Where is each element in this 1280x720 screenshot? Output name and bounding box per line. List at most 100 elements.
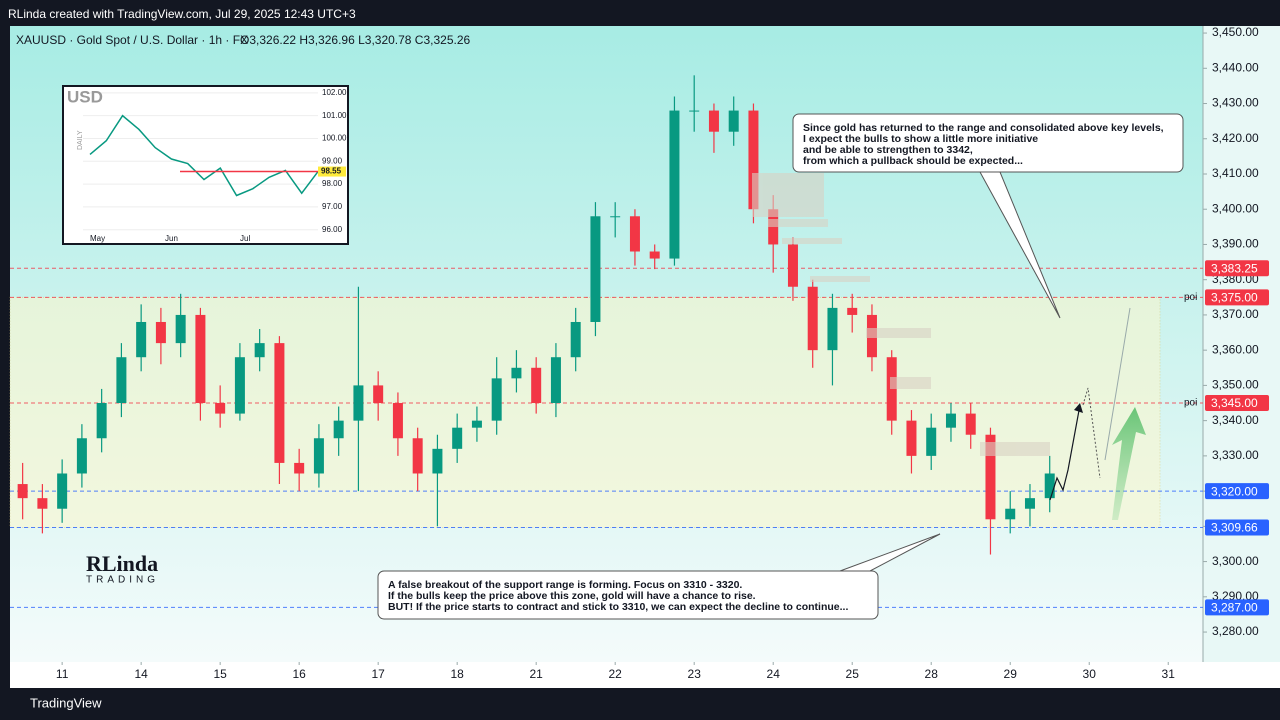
inset-tick-label: 99.00 <box>322 156 343 165</box>
price-axis-bg <box>1203 26 1280 662</box>
level-label: 3,383.25 <box>1211 261 1258 275</box>
candle-body <box>471 420 482 428</box>
inset-title: USD <box>67 87 103 106</box>
candle-body <box>353 385 364 421</box>
candle-body <box>491 378 502 421</box>
pullback-arrow <box>1082 387 1101 479</box>
candle-body <box>926 427 937 456</box>
x-tick-label: 31 <box>1162 667 1176 681</box>
level-note: poi <box>1184 292 1197 303</box>
level-label: 3,320.00 <box>1211 484 1258 498</box>
candle-body <box>76 438 87 474</box>
x-tick-label: 15 <box>213 667 227 681</box>
candle-body <box>432 448 443 474</box>
candle-body <box>708 110 719 132</box>
callout-text: A false breakout of the support range is… <box>388 579 742 591</box>
level-label: 3,345.00 <box>1211 396 1258 410</box>
inset-tick-label: 102.00 <box>322 88 347 97</box>
level-badge <box>1205 289 1269 306</box>
y-tick-label: 3,450.00 <box>1212 25 1259 39</box>
candle-body <box>234 357 245 414</box>
ohlc: O3,326.22 H3,326.96 L3,320.78 C3,325.26 <box>240 33 471 47</box>
candle-body <box>945 413 956 428</box>
candle-body <box>313 438 324 474</box>
zones <box>752 173 1050 456</box>
candle-body <box>689 110 700 112</box>
candle-body <box>649 251 660 259</box>
inset-side: DAILY <box>77 130 84 150</box>
y-tick-label: 3,370.00 <box>1212 307 1259 321</box>
candle-body <box>37 498 48 509</box>
candle-body <box>1024 498 1035 509</box>
x-tick-label: 24 <box>767 667 781 681</box>
candle-body <box>590 216 601 322</box>
target-arrow <box>1104 307 1131 461</box>
inset-month: Jul <box>240 234 250 243</box>
corner <box>1203 662 1280 688</box>
level-label: 3,287.00 <box>1211 601 1258 615</box>
candle-body <box>17 484 28 499</box>
candle-body <box>254 343 265 358</box>
level-note: poi <box>1184 398 1197 409</box>
candle-body <box>906 420 917 456</box>
candle-body <box>116 357 127 404</box>
candle-body <box>629 216 640 252</box>
candle-body <box>807 286 818 351</box>
callout-box <box>377 570 879 620</box>
inset-month: May <box>90 234 105 243</box>
y-tick-label: 3,280.00 <box>1212 624 1259 638</box>
callout-text: from which a pullback should be expected… <box>803 155 1023 167</box>
inset-tick-label: 98.00 <box>322 179 343 188</box>
callout-text: and be able to strengthen to 3342, <box>803 144 973 156</box>
candle-body <box>1044 473 1055 499</box>
callout-text: BUT! If the price starts to contract and… <box>388 601 848 613</box>
candle-body <box>373 385 384 404</box>
x-tick-label: 25 <box>846 667 860 681</box>
level-badge <box>1205 599 1269 616</box>
x-tick-label: 29 <box>1004 667 1018 681</box>
callout-text: Since gold has returned to the range and… <box>803 122 1164 134</box>
inset-tick-label: 100.00 <box>322 134 347 143</box>
candle-body <box>333 420 344 439</box>
footer-bar <box>0 688 1280 720</box>
candle-body <box>610 216 621 218</box>
candle-body <box>965 413 976 435</box>
level-badge <box>1205 519 1269 536</box>
candle-body <box>274 343 285 463</box>
x-tick-label: 18 <box>450 667 464 681</box>
x-tick-label: 30 <box>1083 667 1097 681</box>
candle-body <box>550 357 561 404</box>
y-tick-label: 3,330.00 <box>1212 448 1259 462</box>
level-badge <box>1205 395 1269 412</box>
candle-body <box>531 367 542 404</box>
inset-line <box>89 114 319 197</box>
level-label: 3,309.66 <box>1211 521 1258 535</box>
y-tick-label: 3,390.00 <box>1212 237 1259 251</box>
credit: RLinda created with TradingView.com, Jul… <box>8 7 356 21</box>
candle-body <box>155 321 166 344</box>
annotations: Since gold has returned to the range and… <box>377 113 1184 620</box>
level-badge <box>1205 260 1269 277</box>
level-label: 3,375.00 <box>1211 290 1258 304</box>
candle-body <box>136 321 147 358</box>
x-tick-label: 22 <box>609 667 623 681</box>
y-tick-label: 3,440.00 <box>1212 60 1259 74</box>
candle-body <box>175 314 186 344</box>
candle-body <box>96 403 107 439</box>
y-tick-label: 3,430.00 <box>1212 96 1259 110</box>
candle-body <box>827 307 838 351</box>
candle-body <box>215 403 226 414</box>
path-arrow <box>1049 404 1081 501</box>
bull-arrow <box>1112 407 1146 520</box>
y-tick-label: 3,420.00 <box>1212 131 1259 145</box>
x-tick-label: 16 <box>292 667 306 681</box>
time-axis-bg <box>10 662 1203 688</box>
inset-chart: 96.00 97.00 98.00 99.00 100.00 101.00 102.00 98… <box>62 85 349 245</box>
callout-text: If the bulls keep the price above this z… <box>388 590 756 602</box>
x-tick-label: 28 <box>925 667 939 681</box>
inset-last-badge <box>318 166 346 177</box>
candle-body <box>1005 508 1016 520</box>
y-tick-label: 3,300.00 <box>1212 554 1259 568</box>
top-bar <box>0 0 1280 26</box>
